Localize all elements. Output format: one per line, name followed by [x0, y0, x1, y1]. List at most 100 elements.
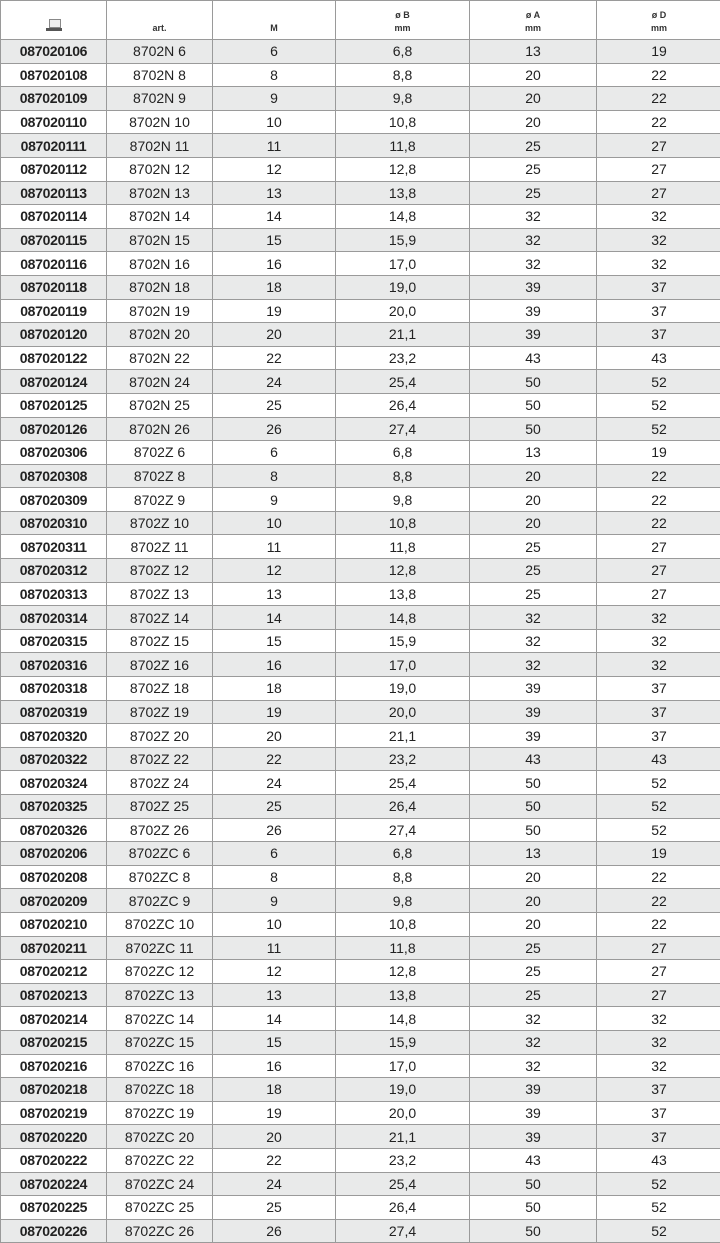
cell-dia-a: 25	[470, 582, 597, 606]
cell-dia-b: 26,4	[336, 795, 470, 819]
cell-dia-b: 19,0	[336, 677, 470, 701]
cell-dia-b: 14,8	[336, 1007, 470, 1031]
cell-code: 087020125	[1, 393, 107, 417]
cell-dia-b: 6,8	[336, 40, 470, 64]
cell-art: 8702N 20	[107, 323, 213, 347]
cell-code: 087020318	[1, 677, 107, 701]
cell-art: 8702Z 22	[107, 747, 213, 771]
cell-code: 087020326	[1, 818, 107, 842]
cell-m: 18	[213, 275, 336, 299]
cell-art: 8702ZC 11	[107, 936, 213, 960]
cell-dia-a: 25	[470, 181, 597, 205]
cell-dia-a: 39	[470, 299, 597, 323]
cell-code: 087020220	[1, 1125, 107, 1149]
cell-m: 13	[213, 181, 336, 205]
cell-dia-b: 26,4	[336, 393, 470, 417]
cell-dia-d: 37	[597, 700, 720, 724]
cell-code: 087020213	[1, 983, 107, 1007]
cell-code: 087020312	[1, 559, 107, 583]
cell-dia-d: 37	[597, 1078, 720, 1102]
cell-dia-d: 43	[597, 346, 720, 370]
cell-m: 9	[213, 87, 336, 111]
cell-art: 8702Z 11	[107, 535, 213, 559]
cell-code: 087020124	[1, 370, 107, 394]
cell-art: 8702ZC 8	[107, 865, 213, 889]
header-art: art.	[107, 1, 213, 40]
cell-dia-a: 50	[470, 393, 597, 417]
cell-dia-a: 32	[470, 1007, 597, 1031]
cell-dia-d: 52	[597, 771, 720, 795]
cell-art: 8702N 25	[107, 393, 213, 417]
cell-art: 8702N 24	[107, 370, 213, 394]
cell-dia-d: 22	[597, 87, 720, 111]
cell-art: 8702ZC 13	[107, 983, 213, 1007]
cell-dia-d: 27	[597, 936, 720, 960]
cell-dia-b: 19,0	[336, 1078, 470, 1102]
cell-m: 8	[213, 63, 336, 87]
cell-dia-a: 20	[470, 511, 597, 535]
cell-art: 8702ZC 22	[107, 1148, 213, 1172]
cell-dia-d: 22	[597, 889, 720, 913]
cell-dia-d: 37	[597, 323, 720, 347]
cell-art: 8702ZC 25	[107, 1196, 213, 1220]
cell-dia-d: 52	[597, 417, 720, 441]
cell-dia-b: 15,9	[336, 629, 470, 653]
cell-code: 087020211	[1, 936, 107, 960]
cell-m: 13	[213, 983, 336, 1007]
cell-art: 8702ZC 15	[107, 1030, 213, 1054]
cell-dia-b: 14,8	[336, 606, 470, 630]
cell-m: 6	[213, 441, 336, 465]
cell-dia-d: 27	[597, 960, 720, 984]
cell-dia-d: 43	[597, 1148, 720, 1172]
cell-art: 8702Z 14	[107, 606, 213, 630]
cell-dia-d: 27	[597, 157, 720, 181]
cell-dia-b: 23,2	[336, 346, 470, 370]
cell-code: 087020209	[1, 889, 107, 913]
cell-code: 087020226	[1, 1219, 107, 1243]
cell-art: 8702Z 13	[107, 582, 213, 606]
cell-art: 8702N 9	[107, 87, 213, 111]
cell-code: 087020116	[1, 252, 107, 276]
cell-dia-b: 23,2	[336, 747, 470, 771]
cell-m: 26	[213, 417, 336, 441]
cell-dia-b: 26,4	[336, 1196, 470, 1220]
cell-m: 19	[213, 700, 336, 724]
cell-art: 8702N 22	[107, 346, 213, 370]
cell-code: 087020112	[1, 157, 107, 181]
cell-dia-b: 12,8	[336, 559, 470, 583]
cell-dia-b: 8,8	[336, 63, 470, 87]
cell-m: 18	[213, 1078, 336, 1102]
cell-dia-d: 37	[597, 1125, 720, 1149]
cell-dia-d: 27	[597, 181, 720, 205]
cell-dia-b: 21,1	[336, 323, 470, 347]
cell-dia-a: 32	[470, 252, 597, 276]
cell-code: 087020114	[1, 205, 107, 229]
cell-dia-b: 19,0	[336, 275, 470, 299]
cell-m: 12	[213, 559, 336, 583]
cell-dia-b: 9,8	[336, 488, 470, 512]
cell-m: 16	[213, 252, 336, 276]
cell-m: 18	[213, 677, 336, 701]
cell-art: 8702N 16	[107, 252, 213, 276]
cell-code: 087020212	[1, 960, 107, 984]
cell-m: 15	[213, 629, 336, 653]
cell-m: 14	[213, 1007, 336, 1031]
cell-art: 8702Z 9	[107, 488, 213, 512]
cell-dia-a: 13	[470, 441, 597, 465]
